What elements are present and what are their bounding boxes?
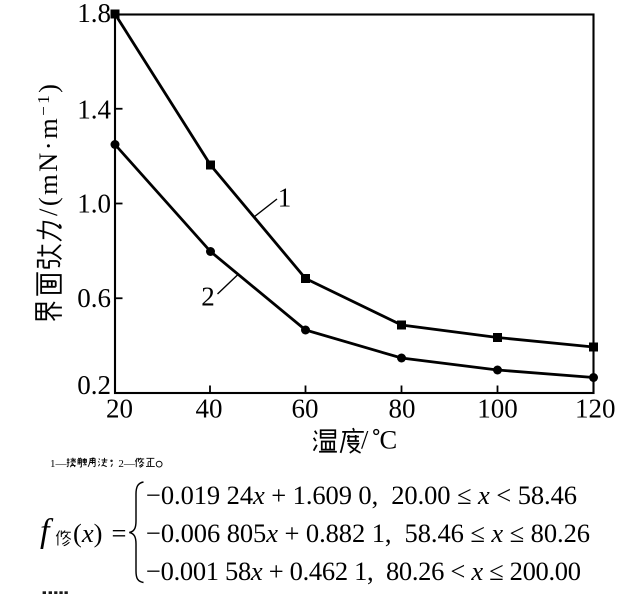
svg-text:2—: 2— (118, 458, 135, 470)
svg-text:80: 80 (389, 394, 416, 424)
svg-text:1.4: 1.4 (77, 95, 111, 125)
svg-text:−0.001 58x + 0.462 1, 80.26 <: −0.001 58x + 0.462 1, 80.26 < x ≤ 200.00 (146, 556, 581, 586)
svg-text:0.2: 0.2 (77, 370, 111, 400)
svg-text:f: f (40, 513, 54, 550)
svg-text:2: 2 (201, 282, 215, 312)
svg-text:1: 1 (278, 183, 292, 213)
svg-text:=: = (112, 518, 127, 548)
svg-text:60: 60 (292, 394, 319, 424)
svg-text:−0.006 805x + 0.882 1, 58.46: −0.006 805x + 0.882 1, 58.46 ≤ x ≤ 80.26 (146, 518, 590, 548)
svg-text:(x): (x) (73, 518, 102, 548)
svg-text:C: C (380, 425, 398, 455)
svg-text:1—: 1— (50, 458, 68, 470)
svg-text:1.8: 1.8 (77, 0, 111, 28)
svg-text:100: 100 (477, 394, 518, 424)
svg-text:120: 120 (575, 394, 616, 424)
svg-text:0.6: 0.6 (77, 283, 111, 313)
svg-text:1.0: 1.0 (77, 189, 111, 219)
svg-text:40: 40 (196, 394, 223, 424)
svg-text:20: 20 (106, 394, 133, 424)
svg-text:/(mN·m−1): /(mN·m−1) (33, 84, 63, 216)
svg-text:/: / (361, 425, 369, 455)
svg-text:−0.019 24x + 1.609 0, 20.00 ≤: −0.019 24x + 1.609 0, 20.00 ≤ x < 58.46 (146, 480, 577, 510)
